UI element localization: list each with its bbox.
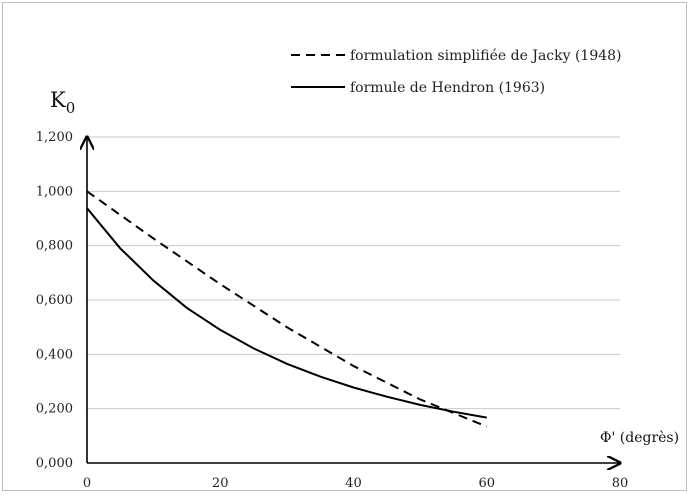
x-tick-label: 80 — [612, 476, 629, 491]
series-lines — [86, 190, 488, 428]
legend-label-jacky: formulation simplifiée de Jacky (1948) — [350, 48, 622, 64]
y-tick-label: 0,600 — [36, 293, 73, 308]
x-tick-label: 40 — [345, 476, 362, 491]
grid-lines — [87, 136, 620, 410]
y-tick-label: 0,200 — [36, 402, 73, 417]
y-axis-title: K0 — [50, 88, 75, 117]
chart-frame — [2, 2, 687, 491]
y-tick-label: 0,400 — [36, 347, 73, 362]
legend: formulation simplifiée de Jacky (1948) f… — [291, 48, 622, 96]
tick-labels: 0,000 0,200 0,400 0,600 0,800 1,000 1,200 0 20 40… — [36, 130, 628, 491]
legend-label-hendron: formule de Hendron (1963) — [350, 80, 545, 96]
x-tick-label: 0 — [83, 476, 91, 491]
y-tick-label: 0,800 — [36, 239, 73, 254]
x-axis-title: Φ' (degrès) — [600, 430, 679, 446]
y-tick-label: 0,000 — [36, 456, 73, 471]
x-tick-label: 20 — [212, 476, 229, 491]
series-line-jacky — [86, 190, 488, 428]
series-line-hendron — [86, 207, 487, 419]
x-tick-label: 60 — [478, 476, 495, 491]
y-tick-label: 1,000 — [36, 184, 73, 199]
y-tick-label: 1,200 — [36, 130, 73, 145]
